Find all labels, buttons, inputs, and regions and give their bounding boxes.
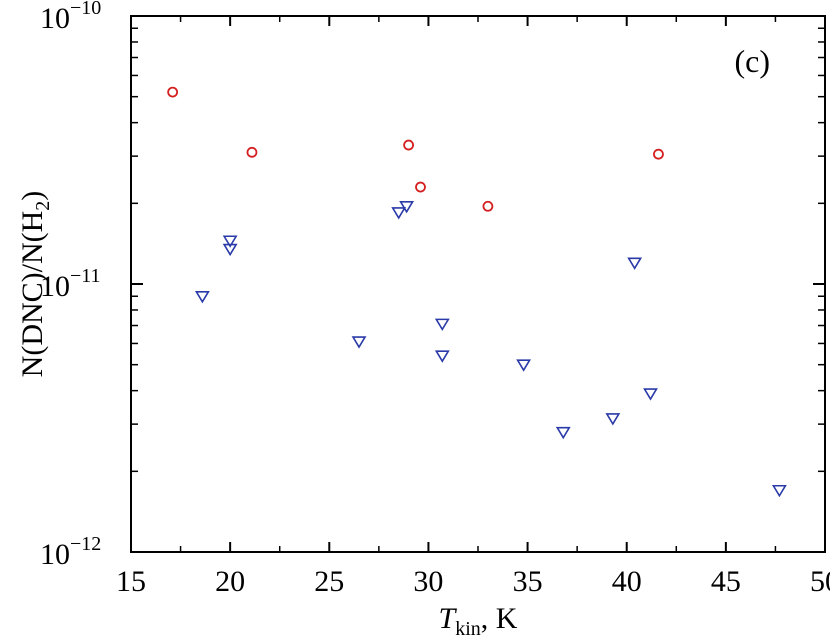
x-tick-label: 45 xyxy=(711,565,741,598)
plot-frame xyxy=(130,15,826,553)
y-axis-label: N(DNC)/N(H2) xyxy=(16,191,54,378)
y-axis-ticks: 10−10 10−11 10−12 xyxy=(40,0,825,571)
x-tick-label: 15 xyxy=(116,565,146,598)
y-tick-label: 10−10 xyxy=(40,0,101,35)
y-tick-label: 10−11 xyxy=(40,265,101,303)
circle-marker xyxy=(246,146,258,158)
circle-marker xyxy=(482,200,494,212)
circle-marker xyxy=(653,148,664,160)
triangle-marker xyxy=(605,413,621,426)
triangle-marker xyxy=(771,484,787,498)
triangle-marker xyxy=(516,359,532,372)
circle-marker xyxy=(167,86,179,98)
triangle-marker xyxy=(391,207,407,220)
circle-marker xyxy=(403,139,415,151)
x-tick-label: 50 xyxy=(810,565,830,598)
triangle-marker xyxy=(627,257,643,270)
triangle-marker xyxy=(434,350,450,363)
triangle-marker xyxy=(643,388,658,401)
x-axis-label: Tkin, K xyxy=(439,602,518,639)
panel-label: (c) xyxy=(734,43,770,79)
triangle-marker xyxy=(222,235,238,248)
x-tick-label: 35 xyxy=(513,565,543,598)
triangle-marker xyxy=(222,243,238,257)
triangle-marker xyxy=(555,426,571,440)
triangle-marker xyxy=(434,318,450,331)
x-tick-label: 20 xyxy=(215,565,245,598)
data-points xyxy=(167,86,787,498)
x-tick-label: 25 xyxy=(314,565,344,598)
x-tick-label: 40 xyxy=(612,565,642,598)
triangle-marker xyxy=(399,200,415,214)
triangle-marker xyxy=(194,290,210,304)
circle-marker xyxy=(415,181,426,193)
x-tick-label: 30 xyxy=(413,565,443,598)
triangle-marker xyxy=(351,336,367,349)
y-tick-label: 10−12 xyxy=(40,533,101,571)
x-axis-ticks: 15 20 25 30 35 40 45 50 xyxy=(116,16,830,598)
